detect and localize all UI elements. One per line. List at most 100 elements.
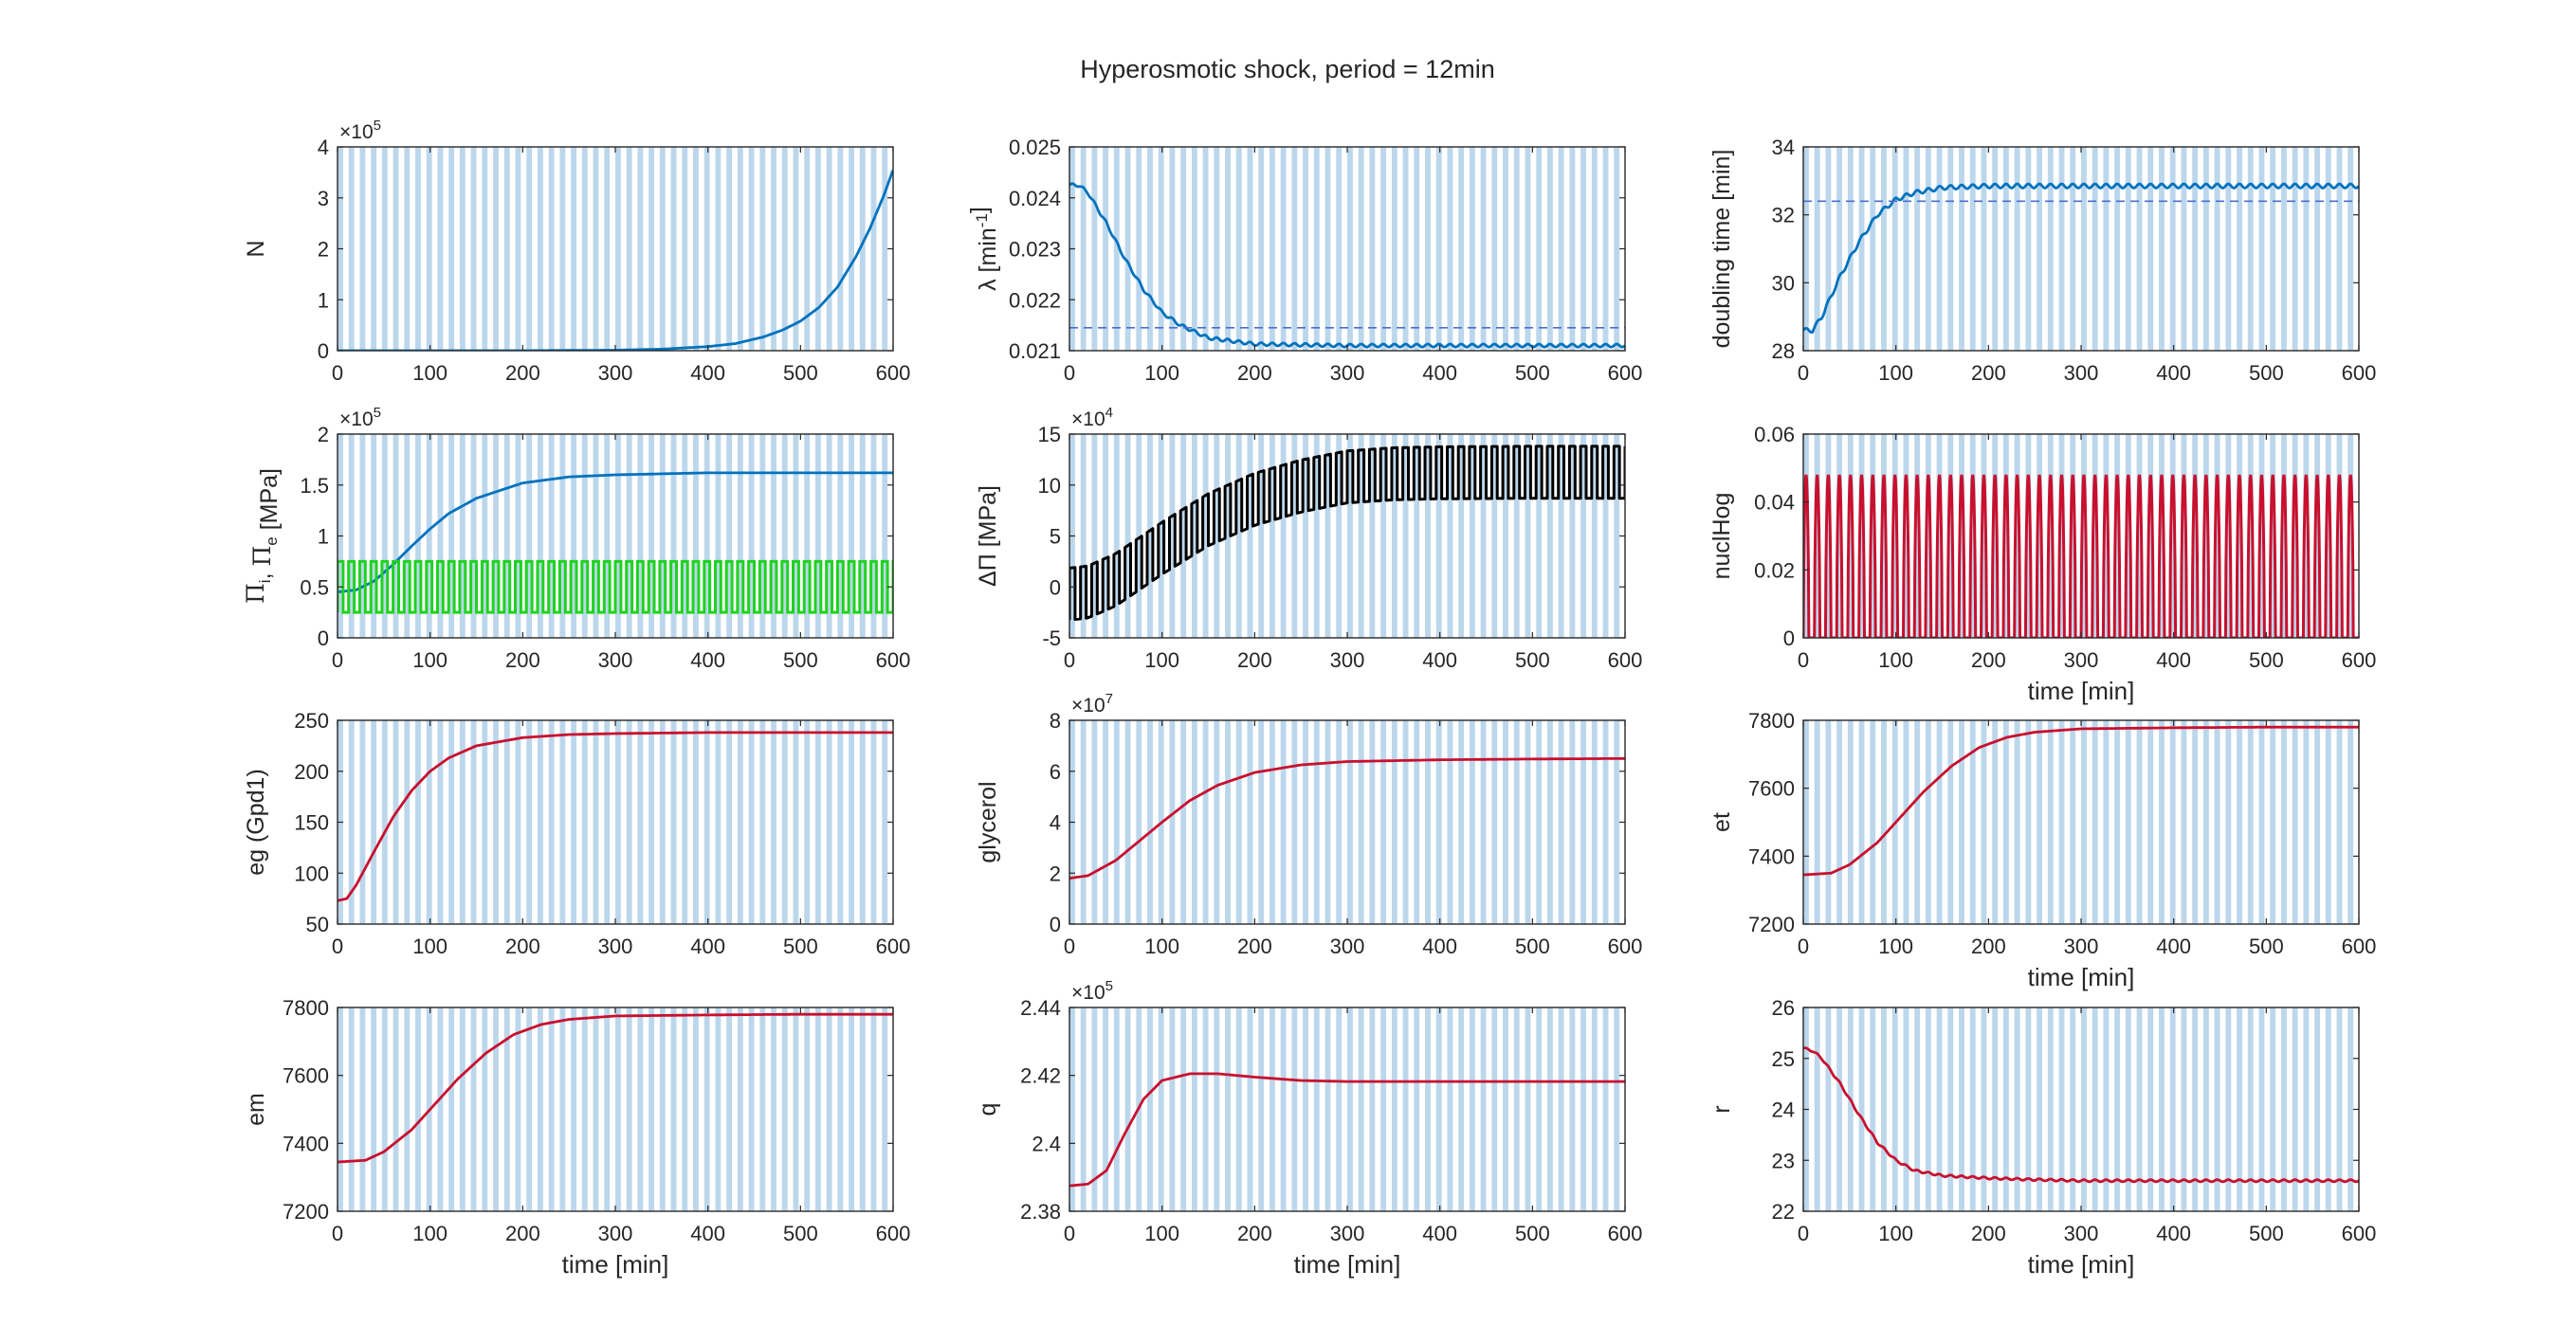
shock-stripe [571,434,576,638]
shock-stripe [581,1007,588,1211]
shock-stripe [1546,1007,1553,1211]
x-tick-label: 100 [412,361,448,385]
shock-stripe [1814,147,1820,351]
shock-stripe [1202,1007,1209,1211]
y-tick-label: 2 [318,423,329,446]
shock-stripe [814,720,821,924]
x-tick-label: 100 [1878,1222,1913,1245]
shock-stripe [1480,147,1487,351]
shock-stripe [393,147,399,351]
shock-stripe [604,1007,611,1211]
shock-stripe [1269,1007,1275,1211]
y-tick-label: 0 [1050,575,1061,599]
shock-stripe [1814,1007,1820,1211]
y-tick-label: 22 [1772,1200,1795,1224]
y-tick-label: 8 [1050,709,1061,733]
shock-stripe [1981,1007,1987,1211]
shock-stripe [771,1007,776,1211]
y-tick-label: 2 [1050,862,1061,885]
shock-stripe [849,147,854,351]
shock-stripe [1336,720,1343,924]
shock-shading [1069,147,1620,351]
x-tick-label: 600 [2342,648,2377,672]
y-axis-label: nuclHog [1708,493,1735,580]
shock-stripe [793,1007,799,1211]
shock-stripe [415,147,421,351]
x-tick-label: 500 [2249,935,2284,958]
x-tick-label: 300 [1330,648,1365,672]
shock-stripe [659,720,666,924]
x-tick-label: 400 [2156,1222,2191,1245]
shock-stripe [571,147,576,351]
shock-stripe [1992,434,1999,638]
subplot-eg: 0 100 200 300 400 500 600 50 100 150 200 250 eg (Gpd… [243,709,910,958]
x-tick-label: 400 [690,935,725,958]
shock-stripe [1358,147,1364,351]
shock-stripe [604,147,611,351]
x-tick-label: 300 [2064,648,2099,672]
shock-stripe [1103,720,1109,924]
subplot-em: 0 100 200 300 400 500 600 7200 7400 7600 7800 em tim… [243,996,910,1279]
shock-stripe [1947,720,1954,924]
shock-stripe [415,434,421,638]
shock-stripe [393,1007,399,1211]
shock-stripe [1469,434,1475,638]
shock-stripe [2336,434,2343,638]
shock-stripe [1513,1007,1520,1211]
x-tick-label: 0 [1064,1222,1075,1245]
shock-stripe [2002,434,2009,638]
shock-shading [1069,1007,1620,1211]
shock-stripe [2081,1007,2087,1211]
shock-stripe [1903,147,1909,351]
shock-stripe [348,434,355,638]
x-tick-label: 300 [598,935,633,958]
shock-stripe [1602,147,1609,351]
shock-stripe [1291,1007,1298,1211]
shock-stripe [2225,1007,2232,1211]
shock-stripe [715,720,722,924]
axis-exponent: ×107 [1071,691,1113,717]
shock-stripe [548,434,555,638]
shock-stripe [2225,434,2232,638]
shock-stripe [637,720,644,924]
shock-stripe [1169,720,1176,924]
y-tick-label: 7400 [1748,844,1795,868]
y-tick-label: 0 [1783,626,1795,650]
shock-stripe [1858,147,1865,351]
shock-stripe [1080,1007,1087,1211]
shock-stripe [1325,434,1331,638]
shock-stripe [637,434,644,638]
y-tick-label: 2.42 [1020,1064,1061,1088]
shock-stripe [2202,434,2209,638]
shock-stripe [503,720,510,924]
y-tick-label: 24 [1772,1098,1795,1122]
x-tick-label: 100 [412,1222,448,1245]
shock-stripe [1858,1007,1865,1211]
shock-stripe [2237,1007,2242,1211]
shock-stripe [748,720,755,924]
shock-stripe [2314,720,2320,924]
shock-stripe [1091,147,1098,351]
shock-stripe [781,720,788,924]
shock-stripe [2181,147,2187,351]
shock-stripe [1580,147,1586,351]
x-tick-label: 200 [505,935,540,958]
shock-stripe [1469,720,1475,924]
subplot-doubling: 0 100 200 300 400 500 600 28 30 32 34 doubling time… [1708,136,2376,385]
shock-stripe [559,1007,566,1211]
x-tick-label: 500 [783,361,818,385]
shock-stripe [748,1007,755,1211]
shock-stripe [1225,434,1231,638]
shock-stripe [1602,434,1609,638]
x-tick-label: 400 [690,1222,725,1245]
shock-stripe [2092,434,2098,638]
shock-stripe [2303,720,2310,924]
shock-stripe [659,1007,666,1211]
shock-stripe [437,434,444,638]
shock-stripe [1091,720,1098,924]
shock-stripe [2114,720,2121,924]
x-tick-label: 500 [2249,1222,2284,1245]
shock-stripe [1414,1007,1420,1211]
shock-stripe [503,1007,510,1211]
shock-stripe [1124,1007,1131,1211]
